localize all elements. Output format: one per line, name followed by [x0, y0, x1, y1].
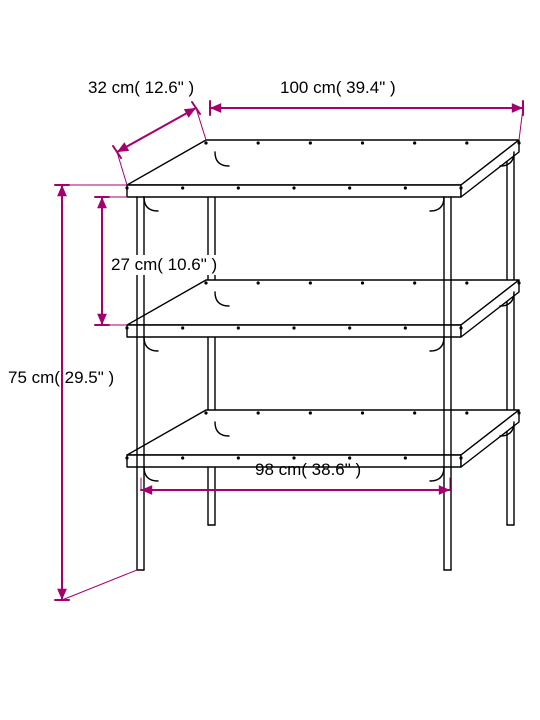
height-label: 75 cm( 29.5" ) — [8, 368, 114, 388]
diagram-canvas: 32 cm( 12.6" ) 100 cm( 39.4" ) 27 cm( 10… — [0, 0, 540, 720]
depth-label: 32 cm( 12.6" ) — [88, 78, 194, 98]
diagram-svg — [0, 0, 540, 720]
shelf-gap-label: 27 cm( 10.6" ) — [108, 255, 220, 275]
inner-width-label: 98 cm( 38.6" ) — [255, 460, 361, 480]
width-label: 100 cm( 39.4" ) — [280, 78, 396, 98]
